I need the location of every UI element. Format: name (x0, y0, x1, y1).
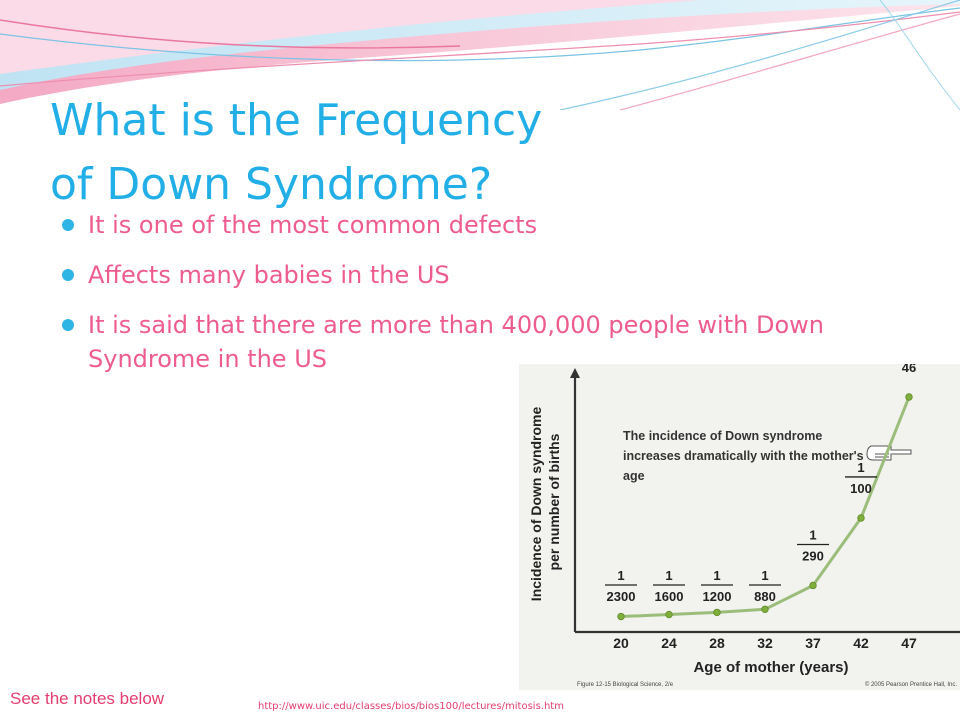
header-swoosh-decoration (0, 0, 960, 110)
title-line-2: of Down Syndrome? (50, 159, 493, 211)
data-label-numerator: 1 (713, 568, 720, 583)
x-tick-label: 42 (853, 635, 869, 651)
annotation-line-1: The incidence of Down syndrome (623, 429, 822, 443)
data-label-numerator: 1 (857, 460, 864, 475)
y-axis-label-line-1: Incidence of Down syndrome (528, 406, 544, 601)
data-label-denominator: 1200 (703, 589, 732, 604)
data-label-numerator: 1 (617, 568, 624, 583)
bullet-text: Affects many babies in the US (88, 261, 450, 289)
annotation-line-2: increases dramatically with the mother's (623, 449, 864, 463)
figure-caption: Figure 12-15 Biological Science, 2/e (577, 682, 674, 688)
chart-image: Incidence of Down syndrome per number of… (519, 364, 960, 690)
bullet-list: It is one of the most common defects Aff… (60, 208, 920, 392)
incidence-chart: Incidence of Down syndrome per number of… (528, 364, 960, 688)
title-line-1: What is the Frequency (50, 95, 543, 147)
bullet-item: It is one of the most common defects (60, 208, 920, 242)
data-point (905, 393, 913, 401)
chart-annotation: The incidence of Down syndrome increases… (623, 429, 867, 483)
bullet-dot-icon (62, 269, 74, 281)
bullet-dot-icon (62, 319, 74, 331)
data-point (809, 581, 817, 590)
copyright-caption: © 2005 Pearson Prentice Hall, Inc. (865, 681, 957, 688)
data-label-denominator: 1600 (655, 589, 684, 604)
data-label-denominator: 290 (802, 548, 824, 563)
x-tick-label: 28 (709, 635, 725, 651)
x-tick-label: 32 (757, 635, 773, 651)
bullet-text: It is one of the most common defects (88, 211, 538, 239)
data-point (617, 612, 625, 621)
data-label-denominator: 46 (902, 364, 916, 375)
y-axis-arrow-icon (570, 368, 580, 378)
data-point (713, 608, 721, 617)
data-label-denominator: 880 (754, 589, 776, 604)
data-point (665, 610, 673, 619)
x-axis-label: Age of mother (years) (693, 659, 848, 676)
x-tick-label: 20 (613, 635, 629, 651)
y-axis-label: Incidence of Down syndrome per number of… (528, 403, 562, 601)
bullet-item: Affects many babies in the US (60, 258, 920, 292)
data-label-numerator: 1 (809, 527, 816, 542)
bullet-item: It is said that there are more than 400,… (60, 308, 920, 376)
data-point (857, 514, 865, 522)
data-label-denominator: 2300 (607, 589, 636, 604)
notes-link[interactable]: See the notes below (10, 689, 165, 708)
data-label-numerator: 1 (665, 568, 672, 583)
bullet-text: It is said that there are more than 400,… (88, 311, 824, 373)
source-url-link[interactable]: http://www.uic.edu/classes/bios/bios100/… (258, 701, 564, 712)
data-label-denominator: 100 (850, 481, 872, 496)
annotation-line-3: age (623, 469, 645, 483)
data-label-numerator: 1 (761, 568, 768, 583)
y-axis-label-line-2: per number of births (546, 433, 562, 570)
chart-marks: 20 1 2300 24 1 1600 28 1 1200 32 1 880 37 1 290 42 1 100 4… (605, 364, 917, 651)
x-tick-label: 47 (901, 635, 917, 651)
bullet-dot-icon (62, 219, 74, 231)
x-tick-label: 24 (661, 635, 677, 651)
slide-title: What is the Frequency of Down Syndrome? (50, 89, 542, 217)
x-tick-label: 37 (805, 635, 821, 651)
data-point (761, 605, 769, 613)
